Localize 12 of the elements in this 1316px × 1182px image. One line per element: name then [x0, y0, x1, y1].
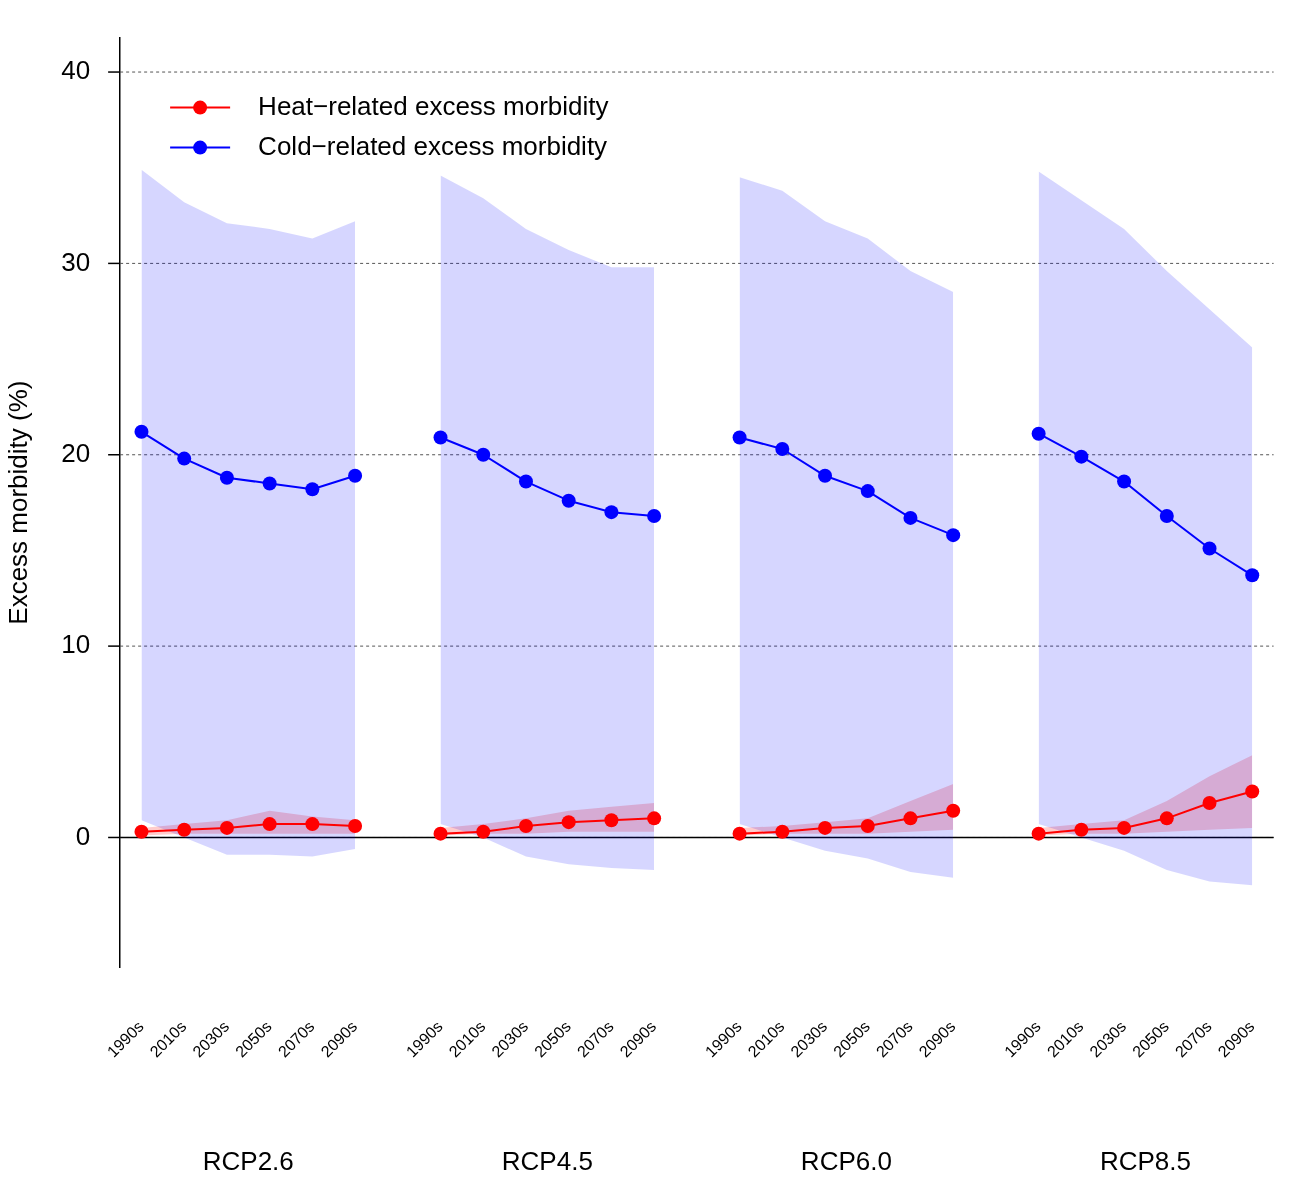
legend-label: Cold−related excess morbidity: [258, 130, 608, 161]
y-tick-label: 10: [61, 629, 91, 660]
text: RCP8.5: [1099, 1146, 1191, 1177]
text: RCP4.5: [501, 1146, 593, 1177]
y-tick-label: 40: [61, 55, 91, 86]
y-tick-label: 30: [61, 246, 91, 277]
y-tick-label: 0: [75, 820, 91, 851]
text: RCP6.0: [800, 1146, 892, 1177]
y-axis-title: Excess morbidity (%): [2, 380, 33, 625]
text: RCP2.6: [202, 1146, 294, 1177]
legend-label: Heat−related excess morbidity: [258, 90, 609, 121]
y-tick-label: 20: [61, 437, 91, 468]
